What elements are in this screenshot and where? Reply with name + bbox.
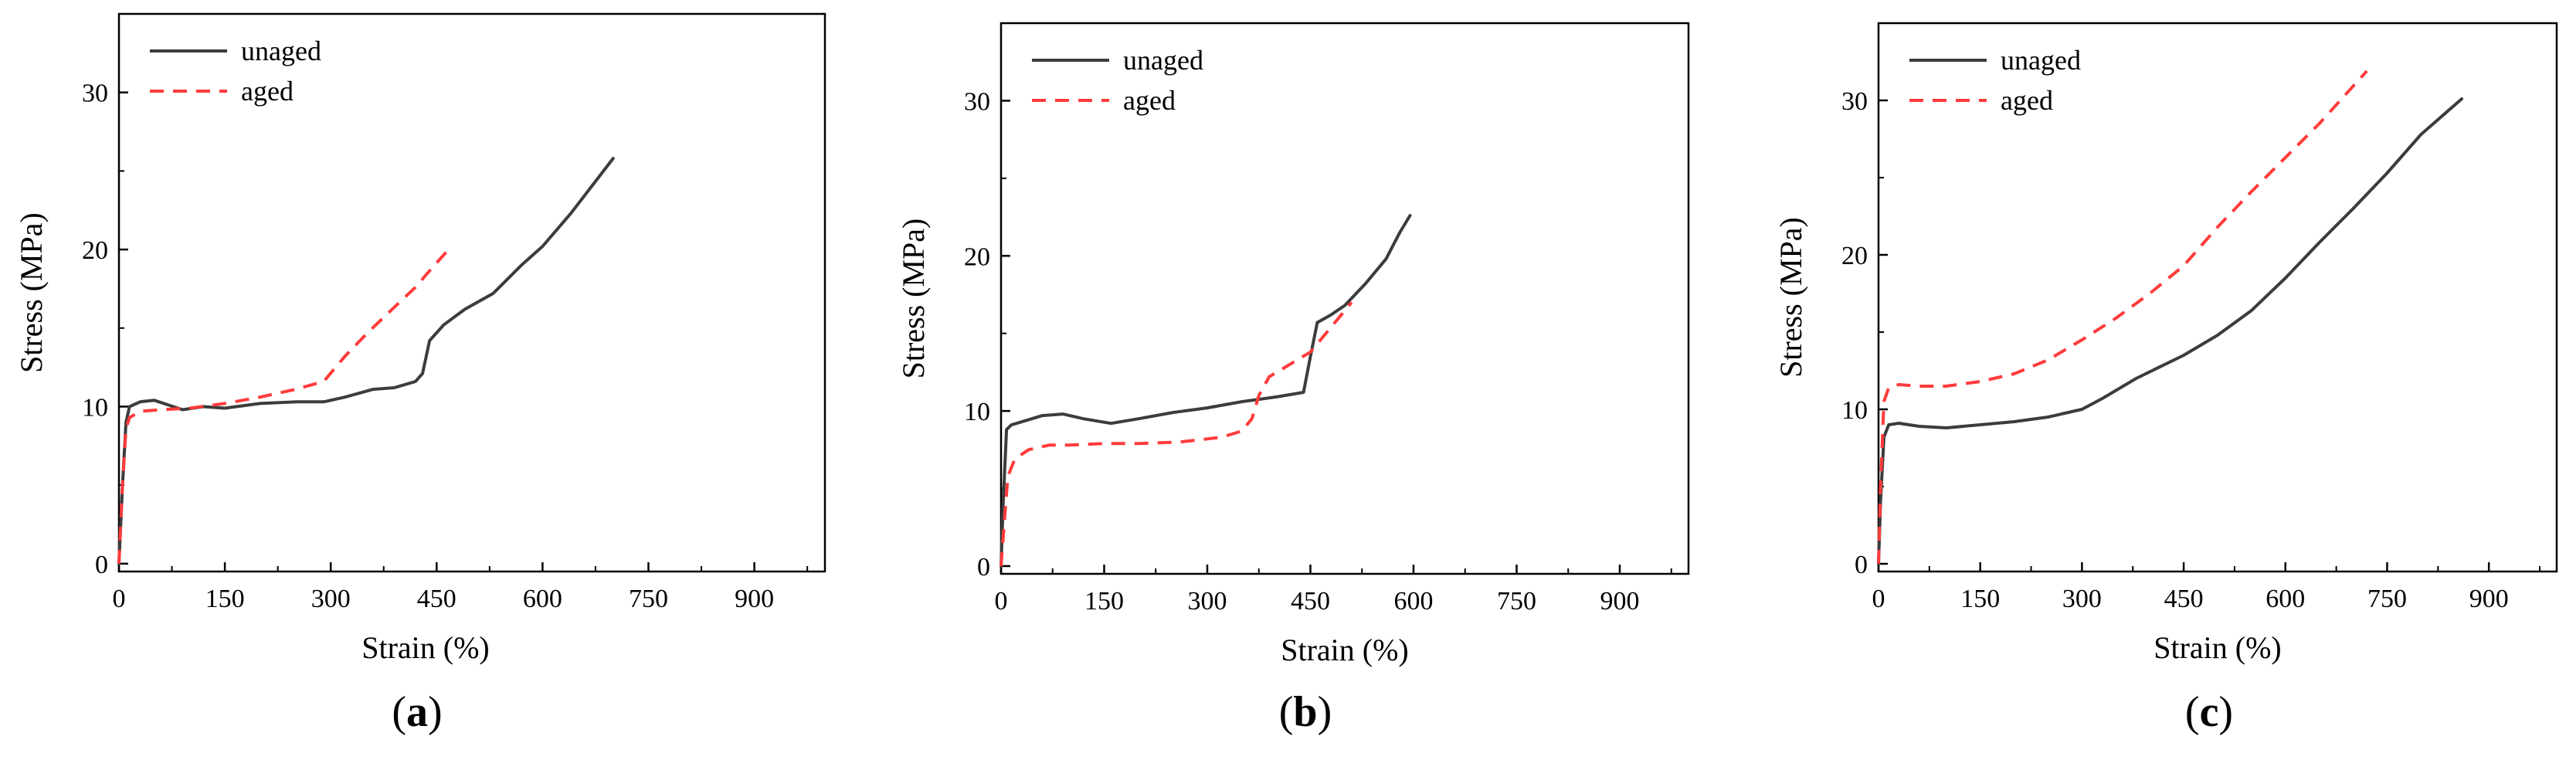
x-tick-label: 300 (1188, 587, 1227, 616)
x-tick-label: 750 (2367, 585, 2407, 613)
x-tick-label: 450 (2164, 585, 2204, 613)
x-tick-label: 900 (1600, 587, 1640, 616)
x-tick-label: 0 (113, 585, 126, 613)
panel-label-c: (c) (2185, 688, 2233, 736)
series-line-aged (1000, 301, 1353, 567)
x-axis-label: Strain (%) (1281, 633, 1409, 667)
x-tick-label: 450 (417, 585, 456, 613)
x-tick-label: 600 (1394, 587, 1434, 616)
x-tick-label: 300 (311, 585, 351, 613)
y-tick-label: 10 (1841, 396, 1868, 425)
legend-label-unaged: unaged (1123, 45, 1203, 76)
x-tick-label: 600 (523, 585, 562, 613)
x-tick-label: 150 (205, 585, 245, 613)
legend-label-unaged: unaged (2001, 45, 2081, 76)
chart-panel-a: 0 150 300 450 600 750 900 0 10 20 30 Strain (%) Stre… (14, 12, 826, 736)
legend-label-aged: aged (241, 76, 294, 107)
x-tick-label: 150 (1084, 587, 1124, 616)
legend-label-aged: aged (2001, 85, 2053, 116)
series-line-unaged (1877, 97, 2464, 565)
plot-frame (1000, 22, 1690, 575)
x-axis-label: Strain (%) (2153, 630, 2282, 665)
panel-label-open: ( (1279, 688, 1294, 736)
panel-label-open: ( (392, 688, 406, 736)
panel-label-close: ) (1318, 688, 1332, 736)
x-tick-label: 150 (1960, 585, 2000, 613)
x-tick-label: 450 (1291, 587, 1330, 616)
y-tick-label: 20 (964, 243, 990, 271)
panel-label-b: (b) (1279, 688, 1332, 736)
chart-panel-c: 0 150 300 450 600 750 900 0 10 20 30 Strain (%) Stre… (1773, 22, 2558, 736)
panel-label-a: (a) (392, 688, 442, 736)
y-axis-label: Stress (MPa) (896, 219, 931, 379)
series-line-aged (117, 249, 449, 564)
x-tick-label: 0 (1872, 585, 1885, 613)
legend-label-unaged: unaged (241, 36, 321, 66)
y-tick-label: 30 (1841, 87, 1868, 116)
y-tick-label: 0 (95, 551, 108, 579)
chart-panel-b: 0 150 300 450 600 750 900 0 10 20 30 Strain (%) Stre… (896, 22, 1690, 736)
panel-label-letter: c (2200, 688, 2219, 736)
y-tick-label: 20 (82, 236, 108, 265)
panel-label-close: ) (428, 688, 443, 736)
series-line-unaged (1000, 214, 1412, 568)
series-line-aged (1877, 70, 2368, 565)
y-axis-label: Stress (MPa) (14, 212, 49, 373)
y-tick-label: 30 (964, 87, 990, 116)
y-tick-label: 10 (964, 398, 990, 426)
legend-label-aged: aged (1123, 85, 1176, 116)
x-tick-label: 0 (995, 587, 1008, 616)
y-tick-label: 30 (82, 80, 108, 108)
panel-label-letter: b (1293, 688, 1317, 736)
x-tick-label: 300 (2062, 585, 2102, 613)
x-tick-label: 900 (735, 585, 774, 613)
plot-frame (117, 12, 826, 573)
y-tick-label: 0 (1855, 551, 1868, 579)
y-tick-label: 20 (1841, 242, 1868, 270)
y-tick-label: 0 (977, 553, 990, 582)
y-axis-label: Stress (MPa) (1773, 217, 1808, 378)
plot-frame (1877, 22, 2558, 573)
x-axis-label: Strain (%) (361, 630, 490, 665)
series-line-unaged (117, 157, 615, 565)
y-tick-label: 10 (82, 393, 108, 422)
panel-label-open: ( (2185, 688, 2200, 736)
x-tick-label: 900 (2469, 585, 2509, 613)
x-tick-label: 600 (2265, 585, 2305, 613)
panel-label-close: ) (2218, 688, 2233, 736)
x-tick-label: 750 (1497, 587, 1536, 616)
x-tick-label: 750 (629, 585, 668, 613)
panel-label-letter: a (406, 688, 428, 736)
